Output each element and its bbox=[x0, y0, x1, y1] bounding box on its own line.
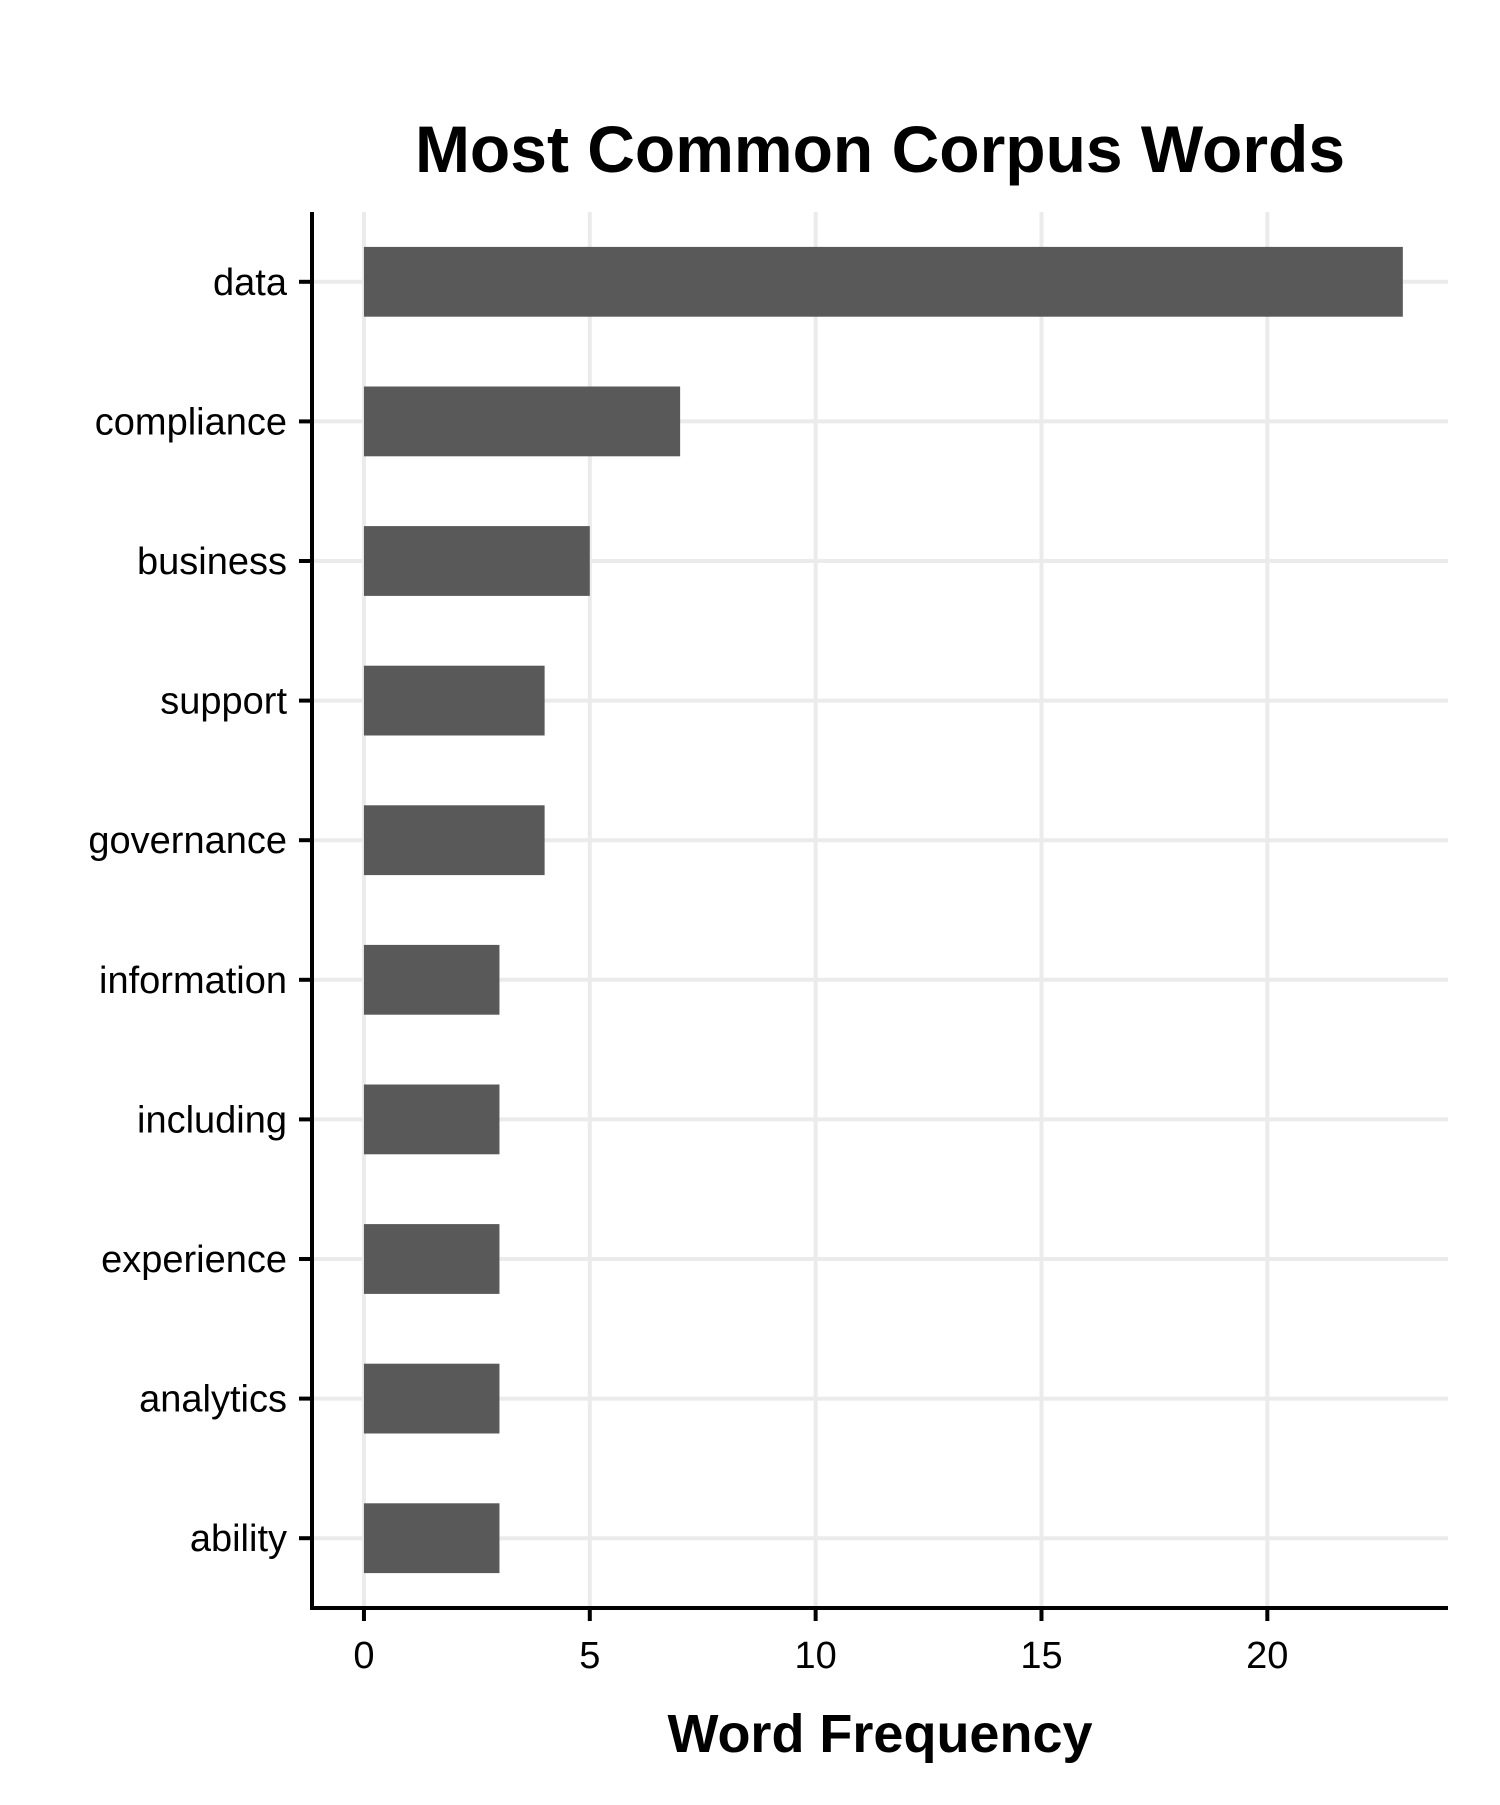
bar-analytics bbox=[363, 1363, 500, 1434]
bar-governance bbox=[363, 805, 545, 876]
bar-support bbox=[363, 665, 545, 736]
y-tick-label-analytics: analytics bbox=[139, 1379, 287, 1421]
x-tick-label-5: 5 bbox=[579, 1635, 600, 1677]
y-tick-label-information: information bbox=[99, 960, 287, 1002]
bar-including bbox=[363, 1084, 500, 1155]
y-tick-label-business: business bbox=[137, 541, 287, 583]
y-tick-label-ability: ability bbox=[190, 1518, 287, 1560]
x-axis-title: Word Frequency bbox=[667, 1704, 1092, 1764]
y-tick-label-including: including bbox=[137, 1099, 287, 1141]
bars bbox=[363, 246, 1403, 1574]
y-tick-label-compliance: compliance bbox=[95, 401, 287, 443]
bar-compliance bbox=[363, 386, 681, 457]
bar-information bbox=[363, 944, 500, 1015]
tick-labels: data compliance business support governance i… bbox=[88, 262, 1288, 1677]
y-tick-label-governance: governance bbox=[88, 820, 287, 862]
x-tick-label-0: 0 bbox=[353, 1635, 374, 1677]
x-tick-label-10: 10 bbox=[794, 1635, 836, 1677]
bar-data bbox=[363, 246, 1403, 317]
bar-business bbox=[363, 526, 590, 596]
bar-ability bbox=[363, 1503, 500, 1574]
y-tick-label-experience: experience bbox=[101, 1239, 287, 1281]
y-tick-label-data: data bbox=[213, 262, 288, 304]
y-tick-label-support: support bbox=[160, 681, 287, 723]
chart-title: Most Common Corpus Words bbox=[415, 112, 1345, 186]
bar-experience bbox=[363, 1224, 500, 1294]
x-tick-label-20: 20 bbox=[1246, 1635, 1288, 1677]
axes bbox=[299, 212, 1448, 1621]
x-tick-label-15: 15 bbox=[1020, 1635, 1062, 1677]
